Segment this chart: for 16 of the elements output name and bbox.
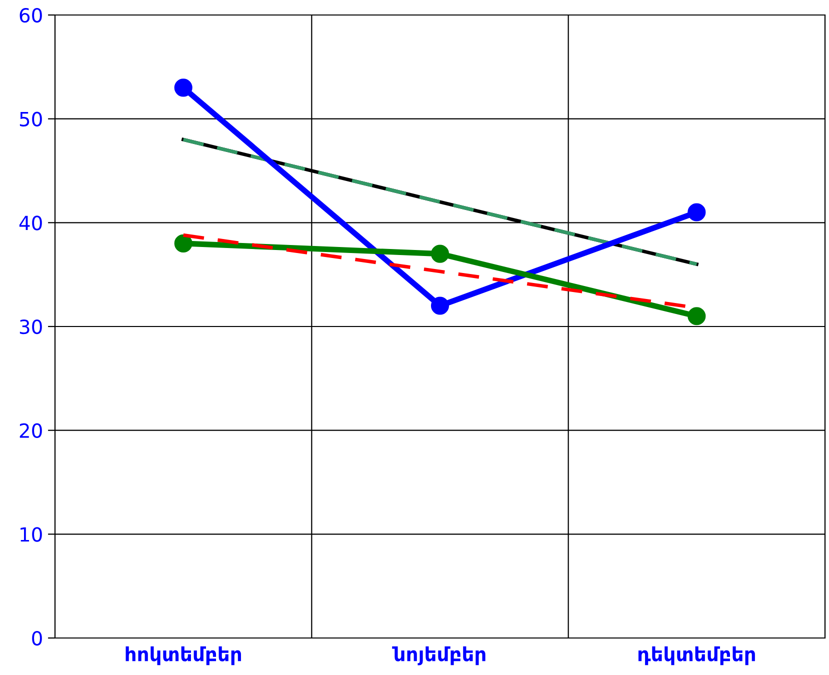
point [174, 234, 192, 252]
y-tick-label: 0 [32, 630, 42, 646]
point [430, 296, 450, 315]
y-tick-label: 40 [19, 216, 42, 230]
x-tick-label: դեկտեմբեր [638, 646, 755, 666]
x-tick-label: նոյեմբեր [392, 646, 486, 666]
point [430, 244, 450, 263]
y-tick-label: 10 [20, 527, 42, 542]
point [174, 78, 192, 97]
y-tick-label: 20 [20, 423, 42, 438]
y-tick-label: 60 [20, 8, 42, 23]
y-tick-label: 50 [20, 112, 42, 126]
point [688, 307, 706, 326]
x-tick-label: հոկտեմբեր [126, 646, 241, 666]
y-tick-label: 30 [20, 319, 42, 334]
point [688, 203, 706, 222]
